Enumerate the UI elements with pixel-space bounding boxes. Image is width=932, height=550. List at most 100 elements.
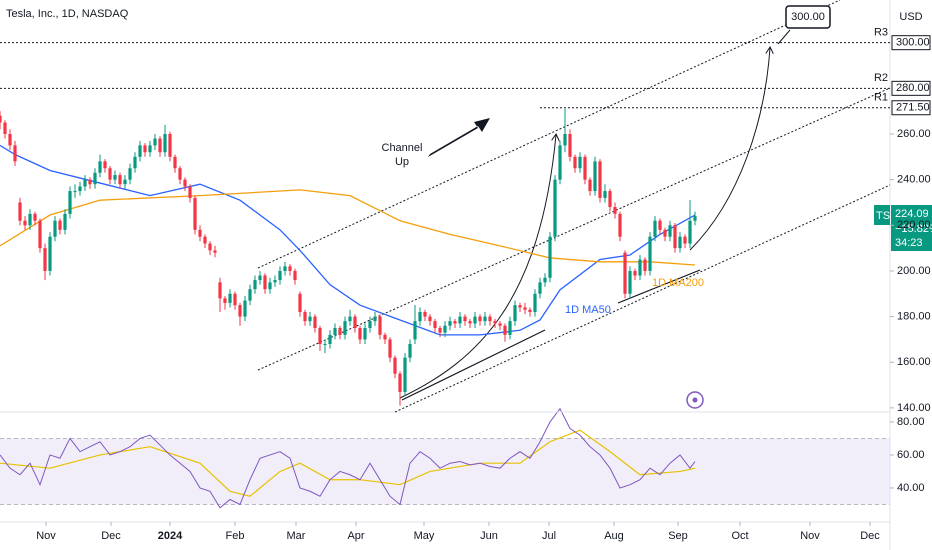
candle-body bbox=[118, 175, 122, 185]
x-tick-label: Dec bbox=[101, 530, 121, 542]
candle-body bbox=[393, 357, 397, 374]
candle-body bbox=[538, 282, 542, 294]
candle-body bbox=[358, 328, 362, 340]
candle-body bbox=[348, 316, 352, 322]
candle-body bbox=[278, 270, 282, 281]
candle-body bbox=[598, 161, 602, 198]
candle-body bbox=[43, 248, 47, 271]
candle-body bbox=[508, 321, 512, 335]
candle-body bbox=[243, 300, 247, 317]
candle-body bbox=[168, 133, 172, 157]
level-name: R3 bbox=[874, 27, 888, 39]
candle-body bbox=[188, 186, 192, 198]
candle-body bbox=[623, 252, 627, 294]
candle-body bbox=[668, 225, 672, 237]
y-tick-label: 200.00 bbox=[897, 265, 931, 277]
candle-body bbox=[433, 321, 437, 329]
candle-body bbox=[453, 321, 457, 324]
candle-body bbox=[548, 236, 552, 278]
target-label: 300.00 bbox=[791, 11, 825, 23]
candle-body bbox=[363, 328, 367, 340]
rsi-band bbox=[0, 438, 890, 505]
plot-area: R3 R2 R1 1D MA50 1D MA200 bbox=[0, 27, 890, 406]
chart-title: Tesla, Inc., 1D, NASDAQ bbox=[6, 8, 129, 20]
candle-body bbox=[158, 138, 162, 153]
candle-body bbox=[383, 334, 387, 340]
y-tick-label: 240.00 bbox=[897, 174, 931, 186]
candle-body bbox=[498, 323, 502, 326]
candle-body bbox=[573, 156, 577, 169]
candle-body bbox=[373, 316, 377, 322]
candle-body bbox=[78, 186, 82, 192]
x-tick-label: Feb bbox=[226, 530, 245, 542]
candle-body bbox=[258, 275, 262, 281]
candle-body bbox=[378, 316, 382, 335]
y-tick-label: 260.00 bbox=[897, 128, 931, 140]
x-tick-label: Dec bbox=[860, 530, 880, 542]
candle-body bbox=[533, 293, 537, 313]
x-tick-label: Oct bbox=[731, 530, 748, 542]
candle-body bbox=[558, 145, 562, 180]
channel-upper bbox=[257, 0, 841, 269]
candle-body bbox=[593, 161, 597, 192]
candle-body bbox=[103, 161, 107, 169]
indicator-icon-dot[interactable] bbox=[692, 397, 698, 403]
candle-body bbox=[313, 316, 317, 329]
countdown: 34:23 bbox=[895, 237, 923, 249]
candle-body bbox=[213, 250, 217, 253]
candle-body bbox=[568, 133, 572, 157]
x-tick-label: Nov bbox=[36, 530, 56, 542]
candle-body bbox=[98, 161, 102, 173]
candle-body bbox=[283, 266, 287, 271]
candle-body bbox=[308, 316, 312, 322]
candle-body bbox=[228, 293, 232, 303]
candle-body bbox=[263, 275, 267, 290]
x-tick-label: Mar bbox=[287, 530, 306, 542]
candle-body bbox=[543, 277, 547, 283]
candle-body bbox=[463, 316, 467, 322]
candle-body bbox=[203, 236, 207, 244]
candle-body bbox=[123, 179, 127, 185]
candle-body bbox=[138, 145, 142, 157]
candle-body bbox=[48, 236, 52, 271]
candle-body bbox=[323, 343, 327, 345]
candle-body bbox=[408, 343, 412, 358]
candle-body bbox=[518, 305, 522, 308]
candle-body bbox=[523, 307, 527, 310]
candle-body bbox=[418, 312, 422, 322]
candle-body bbox=[288, 266, 292, 271]
candle-body bbox=[333, 328, 337, 335]
rsi-tick-label: 40.00 bbox=[897, 482, 925, 494]
candle-body bbox=[128, 168, 132, 180]
candle-body bbox=[588, 179, 592, 192]
rsi-line bbox=[0, 407, 696, 509]
level-name: R2 bbox=[874, 72, 888, 84]
candle-body bbox=[298, 293, 302, 313]
candle-body bbox=[483, 316, 487, 322]
candle-body bbox=[0, 115, 2, 123]
candle-body bbox=[653, 220, 657, 237]
candle-body bbox=[318, 328, 322, 344]
level-name: R1 bbox=[874, 92, 888, 104]
annotation: Up bbox=[395, 156, 409, 168]
candle-body bbox=[693, 216, 697, 221]
rsi-tick-label: 80.00 bbox=[897, 416, 925, 428]
candle-body bbox=[23, 220, 27, 226]
candle-body bbox=[603, 191, 607, 198]
candle-body bbox=[53, 220, 57, 237]
candle-body bbox=[673, 225, 677, 249]
candle-body bbox=[68, 191, 72, 214]
currency: USD bbox=[899, 11, 922, 23]
candle-body bbox=[18, 202, 22, 221]
channel-lower bbox=[394, 184, 891, 413]
candle-body bbox=[208, 243, 212, 251]
x-tick-label: 2024 bbox=[158, 530, 183, 542]
price-tag bbox=[891, 205, 932, 251]
candle-body bbox=[268, 282, 272, 290]
indicator-icon[interactable] bbox=[686, 391, 704, 409]
candle-body bbox=[628, 270, 632, 294]
candle-body bbox=[473, 316, 477, 324]
x-tick-label: Sep bbox=[668, 530, 688, 542]
candle-body bbox=[468, 321, 472, 324]
candle-body bbox=[678, 236, 682, 249]
